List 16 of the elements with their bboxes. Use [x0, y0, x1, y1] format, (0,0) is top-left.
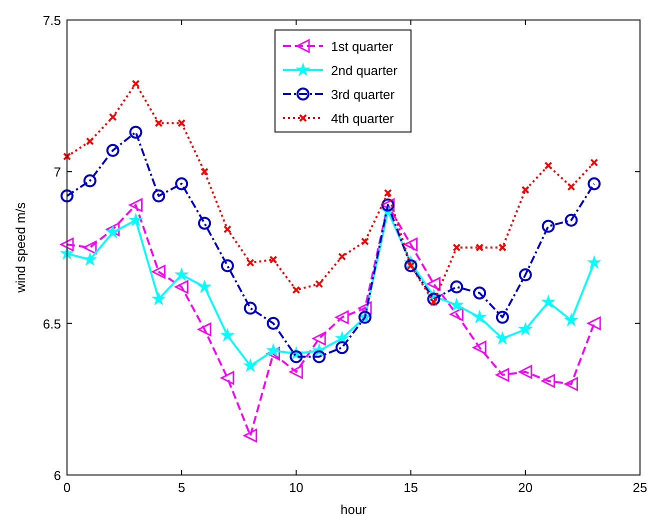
x-tick-label: 0: [63, 480, 71, 495]
y-tick-label: 7: [54, 164, 61, 180]
legend-label: 4th quarter: [331, 111, 395, 126]
x-tick-label: 15: [404, 480, 418, 495]
y-tick-label: 7.5: [42, 13, 61, 28]
x-tick-label: 25: [632, 480, 648, 495]
x-tick-label: 20: [518, 480, 533, 495]
y-axis-title: wind speed m/s: [13, 202, 28, 294]
legend-label: 3rd quarter: [331, 87, 396, 102]
y-tick-label: 6.5: [42, 316, 61, 332]
x-tick-label: 5: [178, 480, 186, 495]
legend-label: 1st quarter: [331, 39, 394, 54]
y-tick-label: 6: [54, 468, 61, 483]
x-axis-title: hour: [340, 502, 368, 517]
legend-label: 2nd quarter: [331, 63, 398, 78]
x-tick-label: 10: [288, 480, 304, 495]
